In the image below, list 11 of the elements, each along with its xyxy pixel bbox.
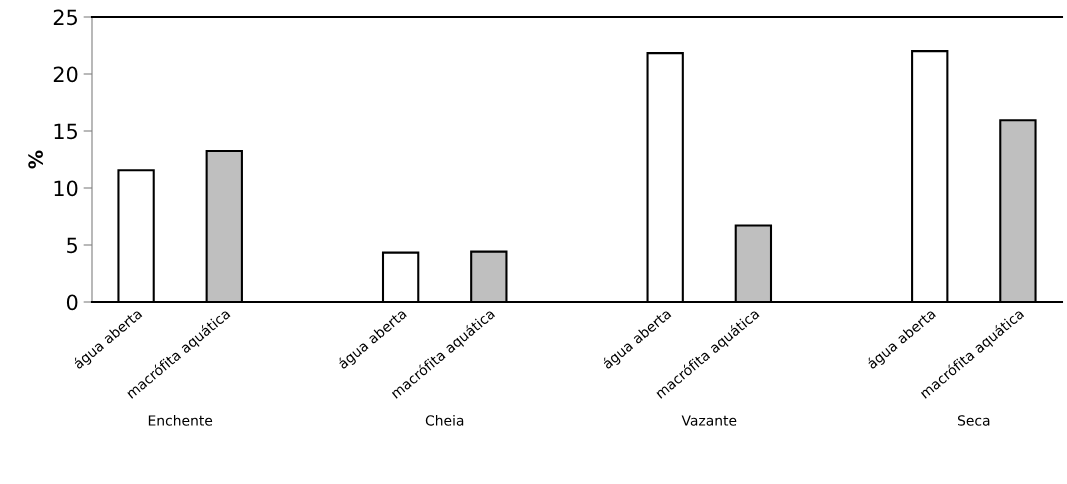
y-tick-label: 20: [53, 66, 78, 83]
y-axis-title: %: [28, 150, 43, 169]
text: Cheia: [425, 414, 464, 426]
y-tick-label: 10: [54, 180, 78, 197]
y-tick-label: 5: [67, 237, 77, 254]
text: Enchente: [148, 414, 213, 426]
text: Vazante: [681, 415, 737, 426]
text: Seca: [957, 415, 990, 426]
y-tick-label: 0: [66, 294, 78, 311]
y-tick-label: 15: [54, 123, 77, 140]
y-tick-label: 25: [53, 9, 77, 26]
